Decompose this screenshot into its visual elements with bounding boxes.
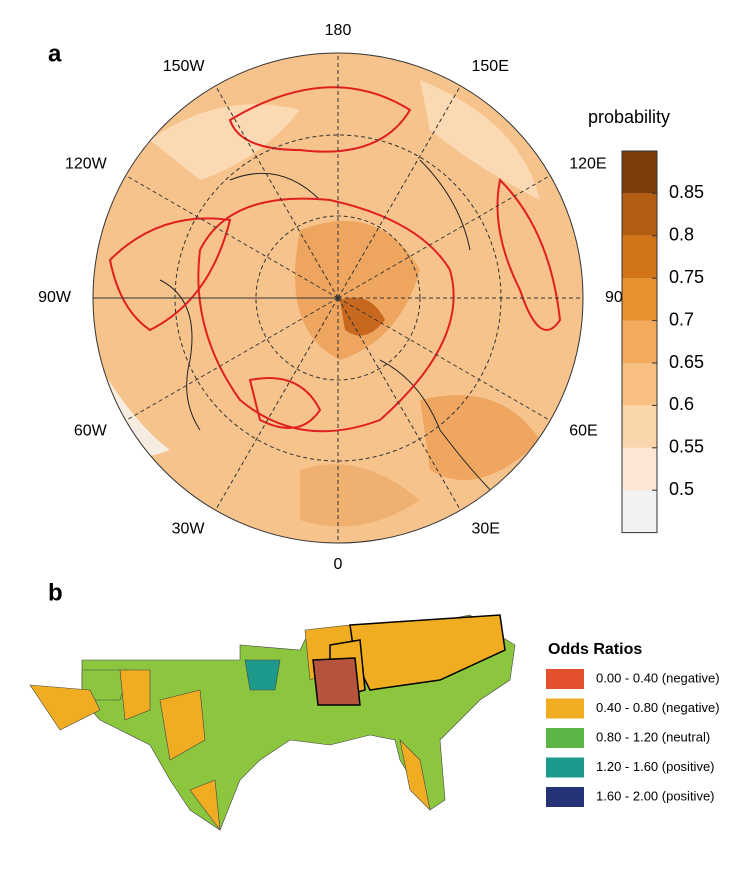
meridian [337,175,551,299]
meridian [125,175,339,299]
legend-label: 0.00 - 0.40 (negative) [596,670,720,685]
panel-label: a [48,40,62,67]
legend-swatch [546,698,584,719]
colorbar-tick-label: 0.55 [669,437,704,457]
colorbar-band [622,405,657,448]
colorbar-band [622,447,657,491]
colorbar-tick-label: 0.5 [669,479,694,499]
colorbar-tick-label: 0.85 [669,182,704,202]
map-border [92,52,584,544]
colorbar-tick-label: 0.75 [669,267,704,287]
meridian [125,297,339,421]
colorbar-tick-label: 0.6 [669,394,694,414]
colorbar-band [622,490,657,533]
longitude-label: 90W [38,289,72,306]
legend-swatch [546,669,584,689]
colorbar-band [622,320,657,363]
legend-label: 0.40 - 0.80 (negative) [596,700,720,715]
legend-swatch [546,728,584,748]
longitude-label: 30E [472,520,500,537]
legend-label: 1.20 - 1.60 (positive) [596,759,715,774]
legend-label: 1.60 - 2.00 (positive) [596,788,715,803]
graticule [93,53,583,543]
longitude-label: 150W [163,58,206,75]
colorbar-tick-label: 0.65 [669,352,704,372]
meridian [337,297,551,421]
meridian [337,297,461,511]
colorbar-band [622,151,657,194]
longitude-label: 30W [172,520,206,537]
colorbar-tick-label: 0.8 [669,225,694,245]
colorbar-frame [621,150,658,534]
polar-map [93,53,583,543]
legend-label: 0.80 - 1.20 (neutral) [596,729,710,744]
us-map [29,614,516,832]
meridian [215,85,339,299]
colorbar-band [622,235,657,279]
colorbar-band [622,363,657,406]
colorbar-band [622,278,657,321]
colorbar-tick-label: 0.7 [669,309,694,329]
longitude-label: 180 [325,22,352,39]
longitude-label: 120W [65,156,108,173]
longitude-label: 60W [74,423,108,440]
meridian [337,85,461,299]
longitude-label: 150E [472,58,509,75]
longitude-label: 0 [334,556,343,573]
legend-swatch [546,787,584,807]
longitude-label: 60E [569,423,597,440]
panel-label: b [48,579,63,606]
colorbar-band [622,193,657,236]
longitude-label: 120E [569,156,606,173]
meridian [215,297,339,511]
colorbar-title: probability [588,107,670,127]
legend-swatch [546,757,584,778]
legend-title: Odds Ratios [548,641,642,658]
